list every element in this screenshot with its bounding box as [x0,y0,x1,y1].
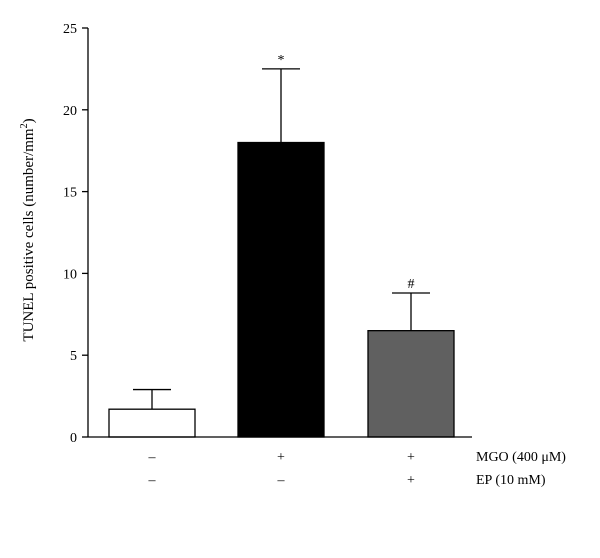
bar-2 [237,141,325,438]
y-axis-title: TUNEL positive cells (number/mm2) [19,118,37,341]
treatment-sign: + [407,473,415,488]
y-axis-title-close: ) [21,118,37,123]
y-tick-label: 10 [63,267,77,282]
y-ticks-layer: 0 5 10 15 20 25 [63,22,88,446]
y-tick-label: 15 [63,186,77,201]
bar-1 [108,408,196,438]
treatment-sign: + [277,450,285,465]
y-tick-label: 25 [63,22,77,37]
bar-3 [367,330,455,438]
bars-layer [108,141,455,438]
y-tick-label: 5 [70,349,77,364]
treatment-sign: – [277,473,286,488]
treatment-table: – + + MGO (400 μM) – – + EP (10 mM) [148,450,567,488]
y-axis-title-main: TUNEL positive cells (number/mm [21,128,37,341]
treatment-row-label: EP (10 mM) [476,473,546,488]
treatment-row-label: MGO (400 μM) [476,450,566,465]
y-tick-label: 20 [63,104,77,119]
significance-layer: *# [278,53,415,292]
treatment-sign: + [407,450,415,465]
significance-marker-3: # [408,277,415,292]
treatment-sign: – [148,473,157,488]
error-bars-layer [133,68,430,410]
significance-marker-2: * [278,53,285,68]
y-tick-label: 0 [70,431,77,446]
y-axis-title-superscript: 2 [19,123,30,128]
treatment-sign: – [148,450,157,465]
